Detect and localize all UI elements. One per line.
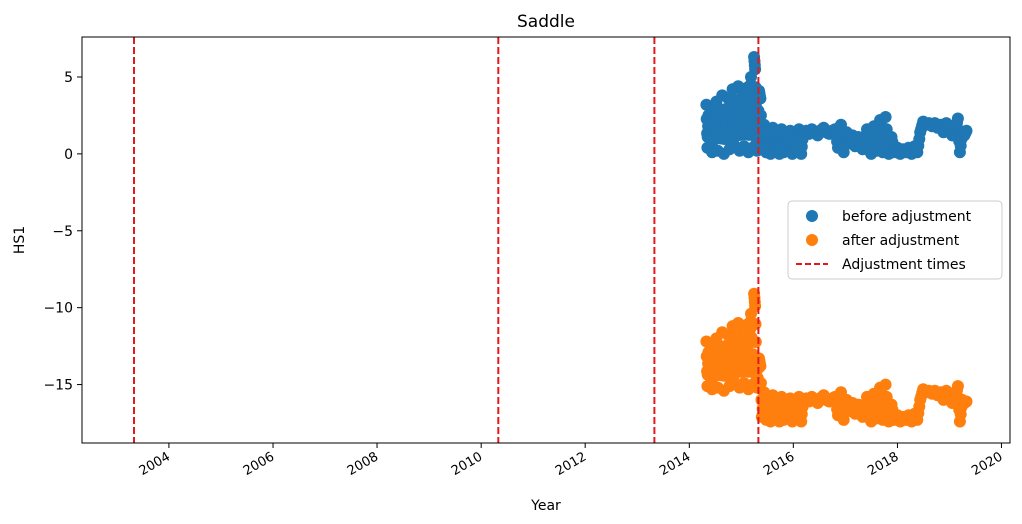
- data-point-fill: [913, 400, 926, 413]
- legend-label: after adjustment: [842, 233, 960, 249]
- x-tick-label: 2010: [449, 449, 485, 479]
- y-tick-label: 0: [64, 147, 73, 163]
- legend-marker: [806, 210, 818, 222]
- x-tick-label: 2014: [657, 449, 693, 479]
- chart-title: Saddle: [517, 12, 575, 32]
- x-tick-label: 2020: [969, 449, 1005, 479]
- data-point-fill: [749, 318, 762, 331]
- data-point-fill: [913, 133, 926, 145]
- data-point-fill: [753, 357, 766, 370]
- x-tick-label: 2018: [865, 449, 901, 479]
- legend-label: before adjustment: [842, 209, 972, 225]
- legend: before adjustment after adjustment Adjustm…: [787, 200, 1003, 280]
- y-axis: 5 0 −5 −10 −15: [43, 70, 82, 394]
- series-after-adjustment: [700, 287, 973, 428]
- legend-marker: [806, 234, 818, 246]
- data-point-fill: [749, 336, 762, 348]
- legend-box: [787, 200, 1003, 280]
- y-tick-label: 5: [64, 70, 73, 86]
- x-tick-label: 2016: [761, 449, 797, 479]
- x-tick-label: 2004: [137, 449, 173, 479]
- plot-frame: [81, 36, 1011, 444]
- legend-label: Adjustment times: [842, 257, 966, 273]
- data-point: [879, 111, 892, 123]
- series-before-adjustment: [700, 51, 973, 160]
- data-point: [879, 378, 892, 391]
- x-tick-label: 2006: [241, 449, 277, 479]
- y-axis-label: HS1: [12, 226, 28, 254]
- y-tick-label: −15: [43, 378, 73, 394]
- y-tick-label: −10: [43, 301, 73, 317]
- y-tick-label: −5: [52, 224, 73, 240]
- x-axis-label: Year: [530, 498, 561, 514]
- data-point-fill: [753, 90, 766, 102]
- data-point-fill: [959, 126, 972, 139]
- adjustment-lines: [133, 37, 760, 443]
- x-tick-label: 2012: [553, 449, 589, 479]
- x-axis: 2004 2006 2008 2010 2012 2014 2016 2018 2020: [137, 443, 1005, 479]
- data-point-fill: [959, 396, 972, 408]
- points-layer: [700, 51, 973, 428]
- x-tick-label: 2008: [345, 449, 381, 479]
